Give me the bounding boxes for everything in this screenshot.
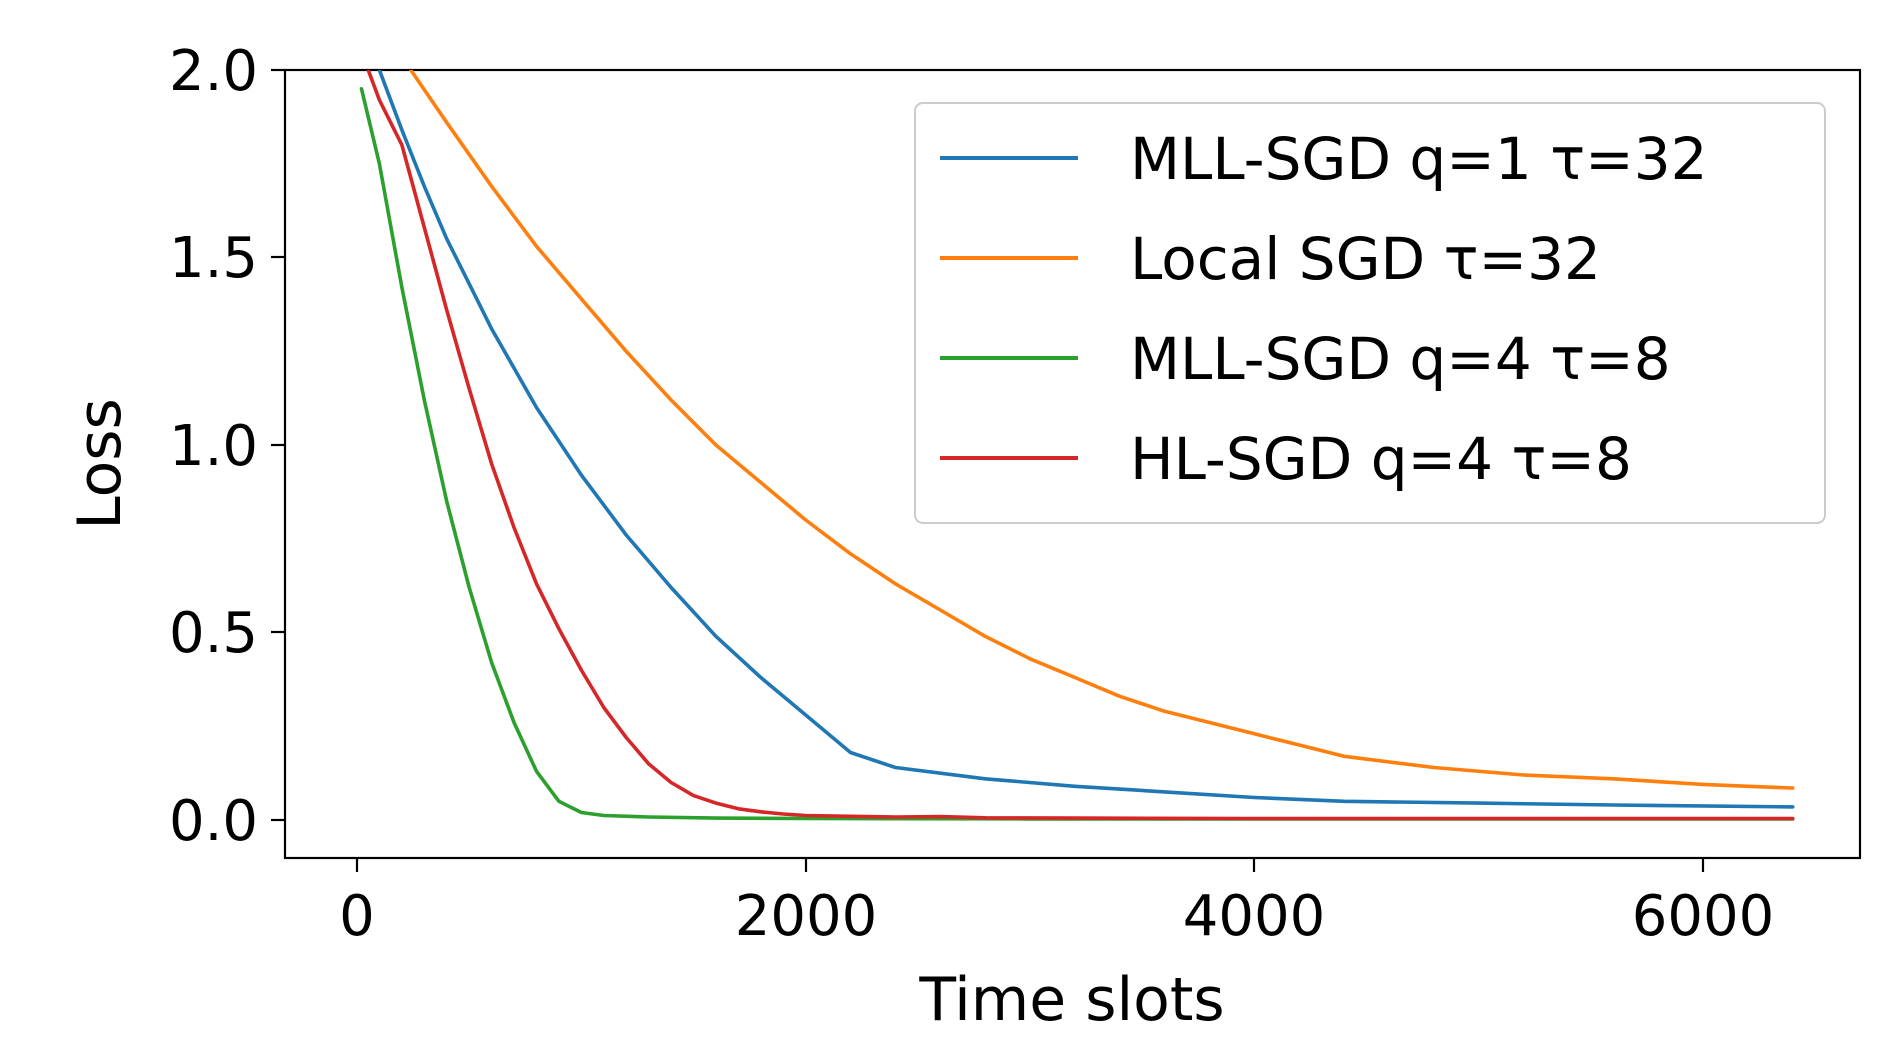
x-axis-ticks: 0 2000 4000 6000: [339, 858, 1774, 949]
x-tick: 4000: [1183, 858, 1326, 949]
y-tick-label: 1.5: [169, 226, 258, 291]
y-tick: 1.5: [169, 226, 285, 291]
y-tick-label: 0.0: [169, 789, 258, 854]
y-tick: 1.0: [169, 414, 285, 479]
legend-entry: HL-SGD q=4 τ=8: [940, 425, 1632, 493]
series-line-hl-sgd-q4-tau8: [366, 70, 1795, 821]
x-tick: 6000: [1632, 858, 1775, 949]
x-tick: 0: [339, 858, 375, 949]
series-line-local-sgd-tau32: [409, 70, 1795, 790]
legend-entry: MLL-SGD q=4 τ=8: [940, 325, 1671, 393]
y-axis-ticks: 0.0 0.5 1.0 1.5 2.0: [169, 39, 285, 854]
x-tick: 2000: [735, 858, 878, 949]
x-tick-label: 4000: [1183, 884, 1326, 949]
y-tick: 0.5: [169, 601, 285, 666]
x-axis-label: Time slots: [918, 965, 1224, 1035]
y-tick-label: 0.5: [169, 601, 258, 666]
x-tick-label: 2000: [735, 884, 878, 949]
x-tick-label: 6000: [1632, 884, 1775, 949]
y-tick: 0.0: [169, 789, 285, 854]
legend-box: [914, 102, 1826, 524]
y-axis-label: Loss: [65, 398, 135, 530]
y-tick-label: 2.0: [169, 39, 258, 104]
legend-label: Local SGD τ=32: [1130, 225, 1601, 293]
y-tick: 2.0: [169, 39, 285, 104]
x-tick-label: 0: [339, 884, 375, 949]
legend-label: MLL-SGD q=1 τ=32: [1130, 125, 1708, 193]
y-tick-label: 1.0: [169, 414, 258, 479]
legend: MLL-SGD q=1 τ=32 Local SGD τ=32 MLL-SGD …: [914, 102, 1826, 524]
legend-entry: MLL-SGD q=1 τ=32: [940, 125, 1708, 193]
legend-label: MLL-SGD q=4 τ=8: [1130, 325, 1671, 393]
legend-label: HL-SGD q=4 τ=8: [1130, 425, 1632, 493]
series-line-mll-sgd-q1-tau32: [377, 70, 1795, 809]
legend-entry: Local SGD τ=32: [940, 225, 1601, 293]
